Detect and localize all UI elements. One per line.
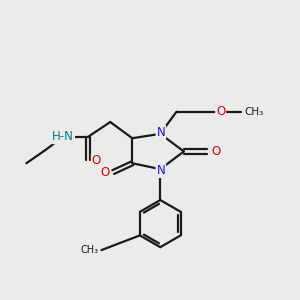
Text: H-N: H-N — [52, 130, 74, 143]
Text: O: O — [100, 166, 110, 178]
Text: O: O — [216, 105, 225, 118]
Text: N: N — [157, 126, 165, 139]
Text: CH₃: CH₃ — [81, 245, 99, 255]
Text: CH₃: CH₃ — [245, 107, 264, 117]
Text: N: N — [157, 164, 165, 177]
Text: O: O — [211, 145, 220, 158]
Text: O: O — [92, 154, 101, 167]
